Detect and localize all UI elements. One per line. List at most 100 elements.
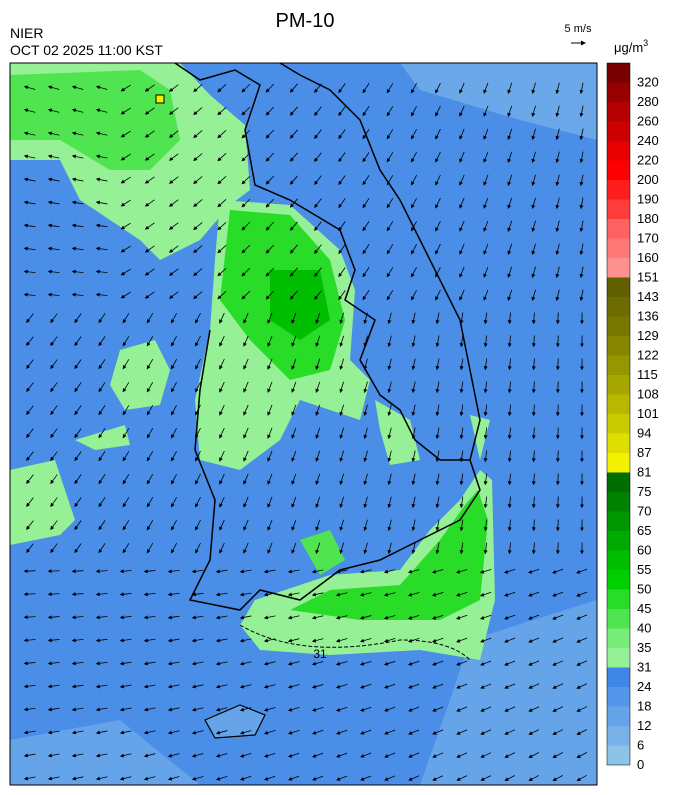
map: 31 xyxy=(10,63,597,785)
wind-arrow xyxy=(335,592,348,597)
wind-arrow xyxy=(387,312,392,325)
wind-arrow xyxy=(531,128,536,141)
wind-arrow xyxy=(243,519,249,531)
wind-arrow xyxy=(483,266,489,278)
wind-arrow xyxy=(263,638,276,643)
wind-arrow xyxy=(435,82,441,94)
wind-arrow xyxy=(411,404,416,417)
wind-arrow xyxy=(167,776,180,781)
wind-arrow xyxy=(386,198,394,209)
wind-arrow xyxy=(193,245,203,254)
wind-arrow xyxy=(435,358,440,371)
wind-arrow xyxy=(171,542,177,554)
wind-arrow xyxy=(195,358,201,370)
wind-arrow xyxy=(359,569,372,574)
wind-arrow xyxy=(167,753,180,758)
wind-arrow xyxy=(122,336,130,347)
wind-arrow xyxy=(169,291,179,299)
wind-arrow xyxy=(74,543,82,554)
wind-arrow xyxy=(552,729,564,735)
wind-arrow xyxy=(23,85,36,90)
green-area xyxy=(10,70,180,170)
legend-swatch xyxy=(607,336,630,356)
wind-arrow xyxy=(387,358,392,371)
wind-arrow xyxy=(435,289,441,301)
wind-arrow xyxy=(531,427,536,440)
wind-arrow xyxy=(191,776,204,781)
wind-arrow xyxy=(239,638,252,643)
wind-arrow xyxy=(315,496,321,508)
wind-arrow xyxy=(338,152,346,163)
wind-arrow xyxy=(71,85,84,90)
wind-arrow xyxy=(267,381,273,393)
wind-arrow xyxy=(265,267,275,277)
wind-arrow xyxy=(143,592,156,597)
wind-arrow xyxy=(363,427,368,440)
wind-arrow xyxy=(531,105,536,118)
wind-arrow xyxy=(335,615,348,620)
wind-arrow xyxy=(291,427,297,439)
legend-label: 122 xyxy=(637,348,659,363)
wind-arrow xyxy=(579,128,584,141)
wind-arrow xyxy=(435,450,440,463)
wind-arrow xyxy=(95,85,108,90)
legend-label: 115 xyxy=(637,367,658,382)
wind-arrow xyxy=(23,753,36,758)
wind-arrow xyxy=(287,729,300,735)
wind-arrow xyxy=(435,266,441,278)
wind-arrow xyxy=(263,615,276,620)
wind-arrow xyxy=(98,336,106,347)
wind-arrow xyxy=(459,450,464,463)
legend-swatch xyxy=(607,102,630,122)
wind-arrow xyxy=(507,105,513,117)
wind-arrow xyxy=(456,706,468,712)
wind-arrow xyxy=(435,542,440,555)
wind-arrow xyxy=(26,359,34,369)
wind-arrow xyxy=(386,106,394,117)
wind-arrow xyxy=(219,358,225,370)
wind-arrow xyxy=(191,684,204,689)
legend-swatch xyxy=(607,492,630,512)
wind-arrow xyxy=(291,496,297,508)
agency: NIER xyxy=(10,25,43,41)
wind-arrow xyxy=(480,729,492,735)
wind-arrow xyxy=(195,450,201,462)
wind-arrow xyxy=(98,405,106,416)
wind-arrow xyxy=(95,707,108,712)
wind-arrow xyxy=(47,753,60,758)
wind-arrow xyxy=(335,638,348,643)
wind-arrow xyxy=(74,336,82,347)
wind-arrow xyxy=(338,290,346,301)
coastline xyxy=(188,329,481,611)
wind-arrow xyxy=(314,267,322,277)
legend-frame xyxy=(606,62,631,766)
wind-arrow xyxy=(504,614,516,620)
wind-arrow xyxy=(265,106,275,116)
wind-arrow xyxy=(169,107,179,115)
wind-arrow xyxy=(120,291,131,299)
wind-arrow xyxy=(363,519,368,532)
wind-arrow xyxy=(243,358,249,370)
wind-arrow xyxy=(26,497,34,507)
wind-arrow xyxy=(311,706,324,712)
wind-arrow xyxy=(289,198,298,208)
legend-label: 35 xyxy=(637,640,651,655)
wind-arrow xyxy=(386,175,394,186)
wind-arrow xyxy=(459,404,464,417)
wind-arrow xyxy=(411,542,416,555)
wind-arrow xyxy=(386,221,394,232)
wind-arrow xyxy=(120,245,131,253)
wind-arrow xyxy=(411,243,417,255)
wind-arrow xyxy=(483,473,488,486)
wind-arrow xyxy=(119,684,132,689)
wind-arrow xyxy=(120,153,131,161)
wind-arrow xyxy=(47,269,60,274)
wind-arrow xyxy=(263,707,276,712)
wind-arrow xyxy=(288,752,300,758)
legend-label: 45 xyxy=(637,601,651,616)
legend-swatch xyxy=(607,199,630,219)
wind-arrow xyxy=(120,199,131,207)
wind-arrow xyxy=(507,542,512,555)
wind-arrow xyxy=(411,450,416,463)
wind-arrow xyxy=(359,615,372,620)
